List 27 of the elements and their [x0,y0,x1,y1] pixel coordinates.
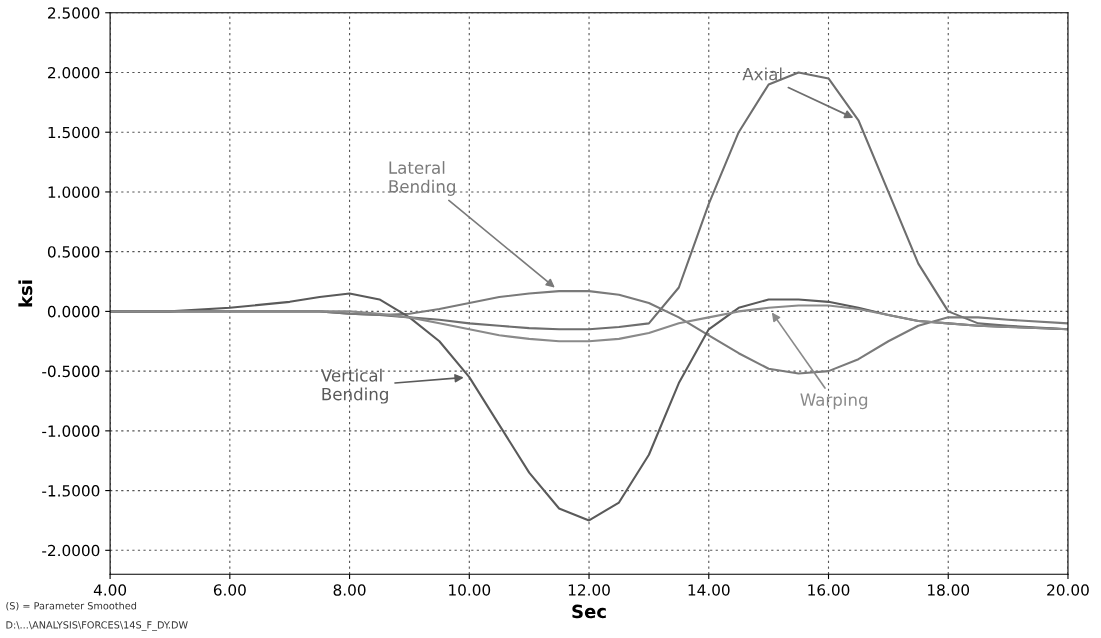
text: D:\...\ANALYSIS\FORCES\14S_F_DY.DW [6,621,188,631]
x-tick-label: 6.00 [213,584,246,596]
y-tick-label: 0.0000 [47,305,100,318]
y-tick-label: -1.5000 [42,485,100,497]
x-tick-label: 16.00 [808,584,850,596]
series-label: Axial [742,67,782,81]
y-tick-label: 2.5000 [48,7,100,19]
y-tick-label: -2.0000 [42,544,100,557]
y-tick-label: 1.5000 [48,126,100,139]
text: Warping [800,393,868,410]
legend-label: Vertical Bending [320,368,388,404]
y-tick-label: 0.5000 [47,246,100,258]
text: (S) = Parameter Smoothed [6,601,137,611]
x-tick-label: 10.00 [449,584,491,596]
x-tick-label: 14.00 [688,584,730,596]
x-axis-title: Sec [572,604,606,619]
y-tick-label: 2.0000 [48,66,100,79]
y-tick-label: -1.0000 [42,425,100,437]
y-axis-title: ksi [18,280,33,307]
x-tick-label: 8.00 [333,584,366,596]
x-tick-label: 20.00 [1047,584,1089,596]
x-tick-label: 18.00 [928,584,970,596]
x-tick-label: 4.00 [93,584,127,596]
y-tick-label: 1.0000 [48,186,100,198]
x-tick-label: 12.00 [568,584,610,596]
text: Lateral Bending [389,161,455,196]
y-tick-label: -0.5000 [42,365,100,378]
